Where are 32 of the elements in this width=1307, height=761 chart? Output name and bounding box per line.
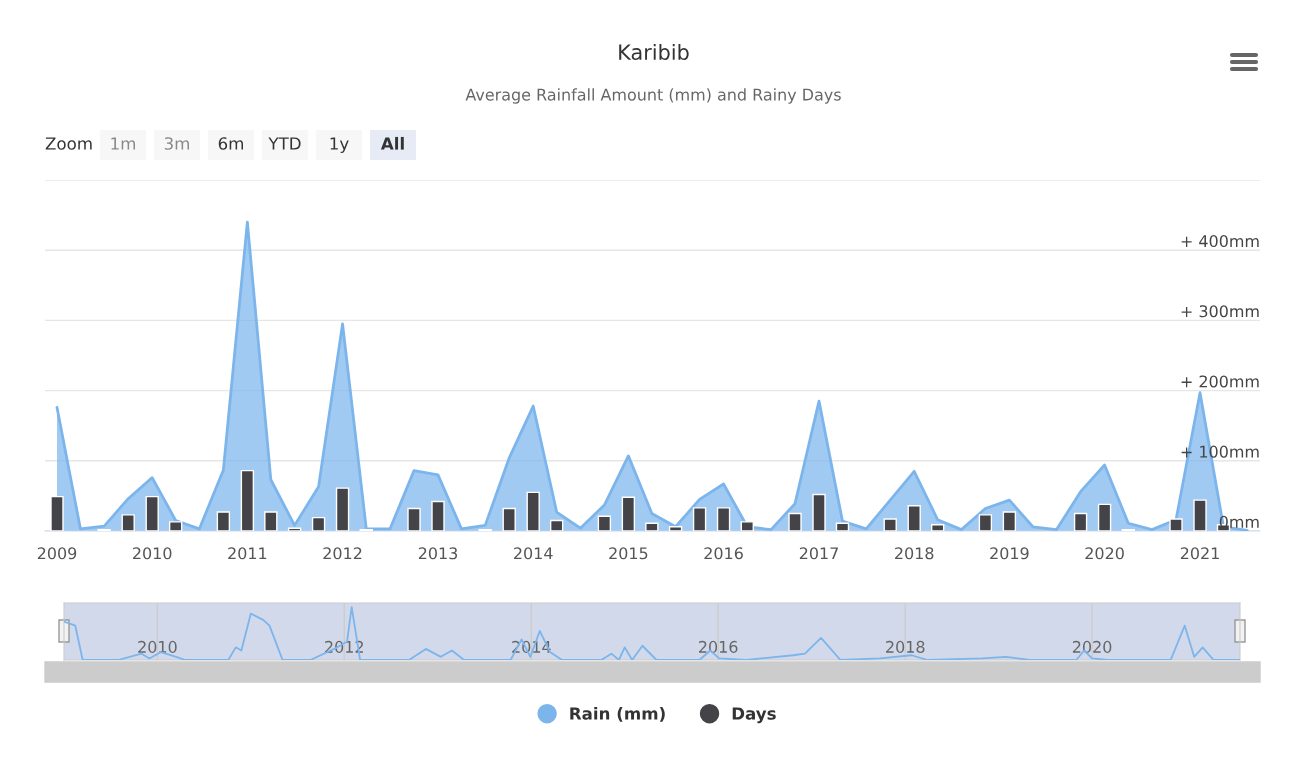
x-tick-label: 2021 [1180, 547, 1219, 560]
y-tick-label: + 300mm [1181, 305, 1259, 318]
x-tick-label: 2018 [886, 640, 925, 653]
x-tick-label: 2014 [514, 547, 553, 560]
x-tick-label: 2015 [609, 547, 648, 560]
x-tick-label: 2020 [1085, 547, 1124, 560]
y-tick-label: + 200mm [1181, 375, 1259, 388]
x-tick-label: 2010 [133, 547, 172, 560]
x-tick-label: 2013 [418, 547, 458, 560]
x-tick-label: 2011 [228, 547, 267, 560]
y-tick-label: 0mm [1219, 515, 1259, 528]
legend-label: Rain (mm) [570, 706, 665, 722]
x-tick-label: 2018 [895, 547, 934, 560]
text: YTD [268, 137, 301, 150]
x-tick-label: 2012 [323, 547, 362, 560]
text: Zoom [45, 137, 92, 150]
text: 1m [111, 137, 135, 150]
text: 3m [164, 137, 189, 150]
x-tick-label: 2016 [704, 547, 743, 560]
x-tick-label: 2010 [138, 640, 177, 653]
chart-subtitle: Average Rainfall Amount (mm) and Rainy Days [465, 88, 841, 104]
x-tick-label: 2016 [699, 640, 738, 653]
y-tick-label: + 400mm [1181, 235, 1259, 248]
x-tick-label: 2019 [990, 547, 1029, 560]
text: All [380, 136, 404, 150]
x-tick-label: 2020 [1072, 640, 1112, 653]
x-tick-label: 2009 [37, 547, 77, 560]
text: 1y [330, 137, 349, 154]
chart-title: Karibib [619, 43, 689, 61]
x-tick-label: 2017 [799, 547, 838, 560]
text: 6m [218, 137, 243, 150]
legend-label: Days [732, 707, 776, 724]
